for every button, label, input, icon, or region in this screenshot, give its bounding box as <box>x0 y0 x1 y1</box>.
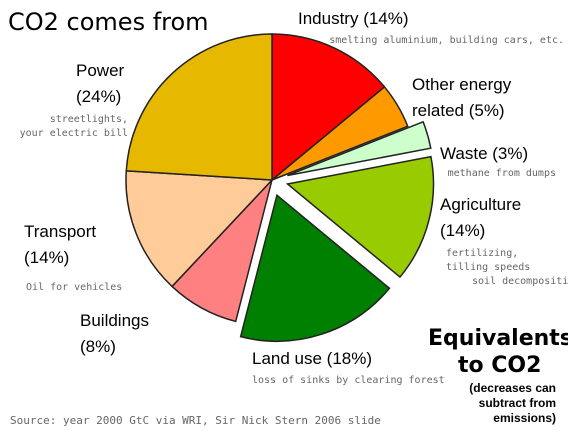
source-note: Source: year 2000 GtC via WRI, Sir Nick … <box>10 414 381 427</box>
pie-slice-power <box>125 33 273 181</box>
equivalents-sub-line1: (decreases can <box>469 381 556 395</box>
pie-slice-other-energy-related <box>271 85 409 181</box>
slice-note-transport: Oil for vehicles <box>26 282 122 293</box>
slice-label-agriculture: (14%) <box>440 221 485 240</box>
slice-label-land-use: Land use (18%) <box>252 349 372 368</box>
slice-note-power: streetlights, <box>50 114 128 125</box>
slice-note-agriculture: tilling speeds <box>446 262 530 273</box>
pie-slice-industry <box>271 33 386 182</box>
pie-slice-waste <box>287 120 432 177</box>
slice-note-agriculture: soil decomposition <box>472 276 568 287</box>
equivalents-sub-line2: subtract from <box>479 396 556 410</box>
equivalents-sub-line3: emissions) <box>493 411 556 425</box>
slice-note-land-use: loss of sinks by clearing forest <box>252 375 445 386</box>
chart-title: CO2 comes from <box>8 8 209 36</box>
slice-label-transport: (14%) <box>24 248 69 267</box>
slice-note-waste: methane from dumps <box>448 168 556 179</box>
slice-note-power: your electric bill <box>20 128 128 139</box>
slice-note-agriculture: fertilizing, <box>446 248 518 259</box>
pie-slice-agriculture <box>285 155 435 279</box>
slice-label-buildings: (8%) <box>80 337 116 356</box>
slice-label-waste: Waste (3%) <box>440 144 528 163</box>
equivalents-title-line2: to CO2 <box>458 353 541 378</box>
pie-slice-land-use <box>239 193 391 342</box>
slice-label-other-energy-related: Other energy <box>412 75 512 94</box>
equivalents-title-line1: Equivalents <box>428 326 568 351</box>
slice-note-industry: smelting aluminium, building cars, etc. <box>329 35 564 46</box>
slice-label-agriculture: Agriculture <box>440 195 521 214</box>
pie-slices <box>125 33 435 342</box>
slice-label-buildings: Buildings <box>80 311 149 330</box>
slice-label-other-energy-related: related (5%) <box>412 101 505 120</box>
slice-label-industry: Industry (14%) <box>298 9 409 28</box>
slice-label-power: (24%) <box>76 87 121 106</box>
equivalents-note: Equivalents to CO2 (decreases can subtra… <box>428 326 568 425</box>
slice-labels: Industry (14%) smelting aluminium, buildi… <box>20 9 568 386</box>
slice-label-power: Power <box>76 61 125 80</box>
pie-slice-transport <box>125 170 274 288</box>
slice-label-transport: Transport <box>24 222 96 241</box>
